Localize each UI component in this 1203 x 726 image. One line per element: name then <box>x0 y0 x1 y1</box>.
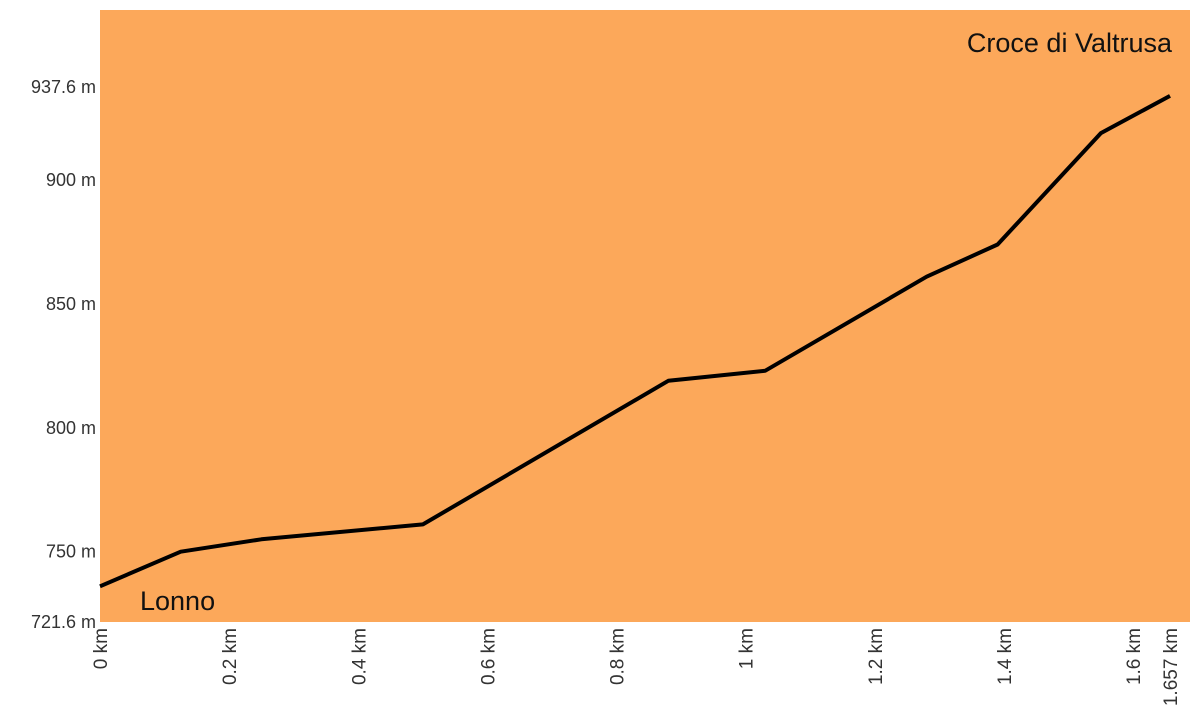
x-tick-label: 1.2 km <box>866 628 887 685</box>
x-axis-tick-labels: 0 km 0.2 km 0.4 km 0.6 km 0.8 km 1 km 1.2 km 1.… <box>91 628 1182 706</box>
x-tick-label: 0 km <box>91 628 112 669</box>
x-tick-label: 0.6 km <box>478 628 499 685</box>
y-tick-label: 721.6 m <box>31 612 96 632</box>
y-tick-label: 850 m <box>46 294 96 314</box>
x-tick-label: 1.657 km <box>1161 628 1182 706</box>
end-place-label: Croce di Valtrusa <box>967 28 1173 58</box>
y-tick-label: 800 m <box>46 418 96 438</box>
x-tick-label: 0.2 km <box>220 628 241 685</box>
y-tick-label: 937.6 m <box>31 77 96 97</box>
y-axis-tick-labels: 721.6 m 750 m 800 m 850 m 900 m 937.6 m <box>31 77 96 632</box>
x-tick-label: 1.4 km <box>995 628 1016 685</box>
x-tick-label: 0.4 km <box>349 628 370 685</box>
y-tick-label: 900 m <box>46 170 96 190</box>
y-tick-label: 750 m <box>46 542 96 562</box>
x-tick-label: 1 km <box>737 628 758 669</box>
start-place-label: Lonno <box>140 586 215 616</box>
plot-area <box>100 10 1190 622</box>
x-tick-label: 1.6 km <box>1124 628 1145 685</box>
elevation-line <box>99 94 1171 589</box>
x-tick-label: 0.8 km <box>608 628 629 685</box>
